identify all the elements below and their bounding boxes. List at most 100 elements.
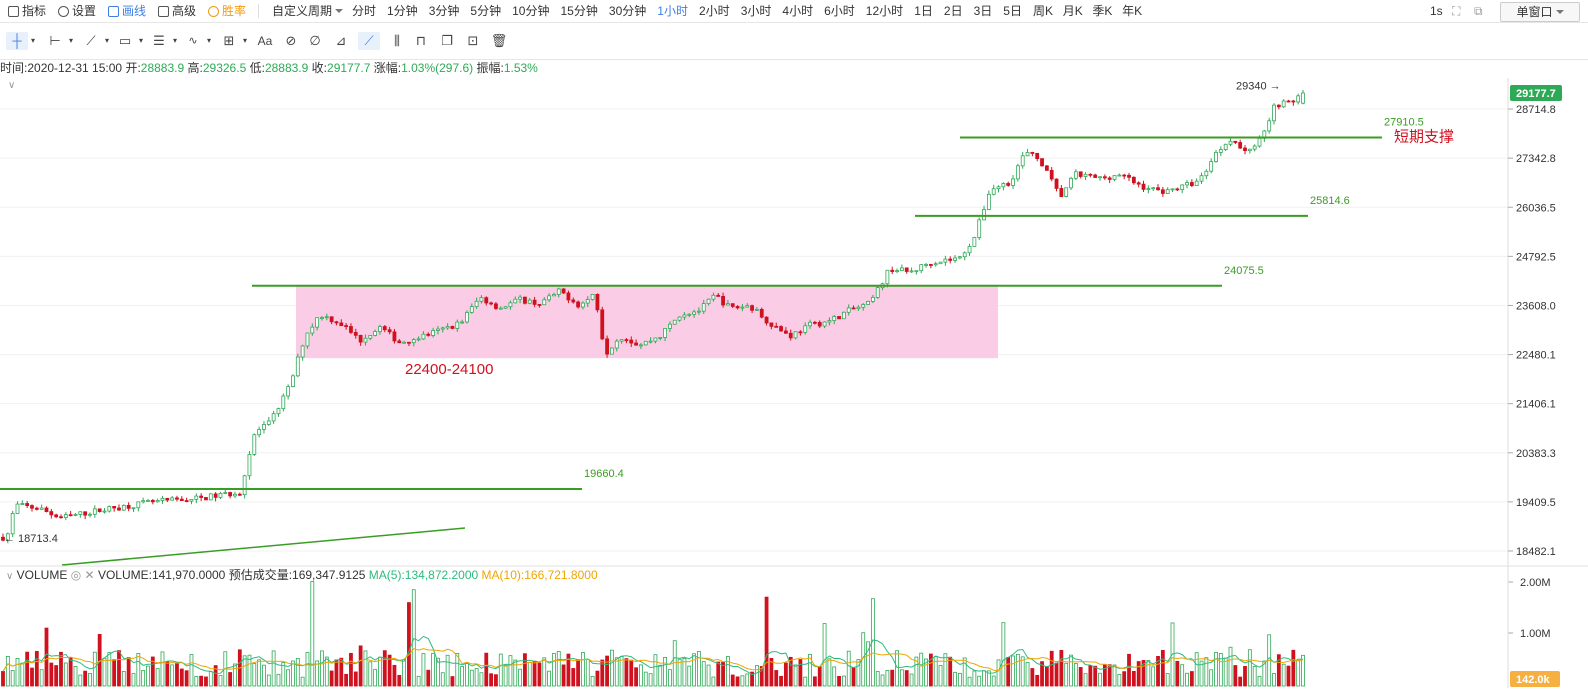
camera-icon[interactable]: ⧉ bbox=[1474, 4, 1483, 18]
candle-body bbox=[160, 497, 165, 501]
volume-bar bbox=[324, 656, 329, 687]
chevron-down-icon[interactable]: ▾ bbox=[30, 36, 35, 45]
collapse-chevron-icon[interactable]: ∨ bbox=[6, 571, 14, 582]
volume-bar bbox=[310, 581, 315, 687]
lock-icon[interactable]: ⊓ bbox=[415, 33, 427, 48]
crosshair-icon[interactable]: ┼ bbox=[6, 32, 28, 50]
volume-bar bbox=[982, 670, 986, 687]
volume-bar bbox=[1141, 660, 1146, 687]
volume-bar bbox=[498, 653, 503, 687]
candle-body bbox=[1257, 137, 1262, 147]
tab-period-2[interactable]: 3分钟 bbox=[428, 4, 460, 18]
volume-bar bbox=[1233, 665, 1238, 687]
collapse-chevron-icon[interactable]: ∨ bbox=[8, 80, 16, 91]
candle-body bbox=[228, 492, 233, 497]
settings-button[interactable]: 设置 bbox=[58, 3, 96, 19]
candle-body bbox=[469, 306, 474, 313]
tab-period-19[interactable]: 季K bbox=[1092, 4, 1113, 18]
candle-body bbox=[721, 296, 725, 306]
volume-bar bbox=[788, 656, 793, 687]
tab-period-18[interactable]: 月K bbox=[1062, 4, 1083, 18]
window-mode-dropdown[interactable]: 单窗口 bbox=[1500, 2, 1580, 22]
trend-line-icon[interactable]: ⟋ bbox=[86, 33, 96, 48]
tab-period-11[interactable]: 6小时 bbox=[824, 4, 855, 18]
volume-bar bbox=[682, 658, 687, 687]
tab-period-7[interactable]: 1小时 bbox=[657, 4, 688, 18]
candle-body bbox=[1199, 175, 1204, 182]
tab-period-10[interactable]: 4小时 bbox=[782, 4, 814, 18]
tab-period-8[interactable]: 2小时 bbox=[699, 4, 730, 18]
candle-body bbox=[827, 320, 832, 323]
copy-icon[interactable]: ❐ bbox=[441, 33, 453, 48]
chevron-down-icon[interactable]: ▾ bbox=[206, 36, 211, 45]
magnet-icon[interactable]: ∅ bbox=[309, 33, 321, 48]
tab-period-14[interactable]: 2日 bbox=[943, 4, 963, 18]
draw-line-button[interactable]: 画线 bbox=[108, 3, 146, 19]
chevron-down-icon[interactable]: ▾ bbox=[172, 36, 177, 45]
tab-period-6[interactable]: 30分钟 bbox=[608, 4, 647, 18]
ruler-icon[interactable]: ⊿ bbox=[335, 33, 347, 48]
volume-bar bbox=[117, 650, 121, 687]
winrate-button[interactable]: 胜率 bbox=[208, 3, 246, 19]
indicator-button[interactable]: 指标 bbox=[8, 3, 46, 19]
wave-icon[interactable]: ∿ bbox=[188, 35, 198, 47]
measure-icon[interactable]: ⊞ bbox=[223, 33, 235, 48]
chevron-down-icon[interactable]: ▾ bbox=[138, 36, 143, 45]
tab-period-15[interactable]: 3日 bbox=[973, 4, 993, 18]
y-tick-label: 22480.1 bbox=[1516, 350, 1556, 362]
tab-period-5[interactable]: 15分钟 bbox=[560, 4, 598, 18]
custom-period-dropdown[interactable]: 自定义周期 bbox=[272, 3, 344, 19]
settings-icon[interactable]: ◎ bbox=[70, 568, 82, 582]
candle-body bbox=[39, 507, 44, 510]
tab-period-12[interactable]: 12小时 bbox=[865, 4, 904, 18]
chevron-down-icon[interactable]: ▾ bbox=[242, 36, 247, 45]
fullscreen-icon[interactable]: ⛶ bbox=[1452, 4, 1461, 18]
tab-period-0[interactable]: 分时 bbox=[352, 4, 377, 18]
candle-style-icon[interactable]: ⫼ bbox=[394, 33, 400, 48]
candle-body bbox=[996, 186, 1001, 190]
candle-body bbox=[445, 326, 450, 329]
draw-mode-icon[interactable]: ⟋ bbox=[358, 32, 380, 50]
candle-body bbox=[436, 328, 440, 331]
price-axis[interactable]: 28714.8 27342.8 26036.5 24792.5 23608.0 22480… bbox=[1508, 104, 1556, 558]
tab-period-16[interactable]: 5日 bbox=[1003, 4, 1022, 18]
tab-period-4[interactable]: 10分钟 bbox=[512, 4, 550, 18]
tab-period-9[interactable]: 3小时 bbox=[740, 4, 772, 18]
candle-body bbox=[1136, 182, 1141, 185]
volume-bar bbox=[329, 670, 334, 687]
volume-bar bbox=[1247, 649, 1252, 687]
volume-bars bbox=[1, 581, 1305, 687]
volume-bar bbox=[1180, 664, 1185, 687]
chevron-down-icon[interactable]: ▾ bbox=[68, 36, 73, 45]
candle-body bbox=[938, 261, 943, 265]
volume-bar bbox=[1160, 649, 1165, 687]
refresh-interval[interactable]: 1s bbox=[1430, 4, 1443, 18]
trash-icon[interactable]: 🗑 bbox=[490, 33, 508, 48]
close-icon[interactable]: ✕ bbox=[84, 568, 95, 582]
chevron-down-icon[interactable]: ▾ bbox=[104, 36, 109, 45]
text-icon[interactable]: Aa bbox=[257, 34, 273, 48]
candle-body bbox=[223, 492, 228, 494]
volume-bar bbox=[1218, 653, 1223, 687]
snapshot-icon[interactable]: ⊡ bbox=[467, 33, 479, 48]
tab-period-20[interactable]: 年K bbox=[1122, 4, 1143, 18]
candle-body bbox=[184, 500, 189, 502]
y-tick-label: 23608.0 bbox=[1516, 300, 1556, 312]
parallel-lines-icon[interactable]: ☰ bbox=[153, 33, 165, 48]
candle-body bbox=[291, 375, 295, 387]
pattern-icon[interactable]: ⊘ bbox=[285, 33, 297, 48]
candle-body bbox=[614, 340, 619, 349]
candle-body bbox=[421, 333, 426, 340]
rectangle-icon[interactable]: ▭ bbox=[118, 33, 132, 48]
candle-body bbox=[1238, 142, 1243, 149]
tab-period-13[interactable]: 1日 bbox=[914, 4, 933, 18]
tab-period-3[interactable]: 5分钟 bbox=[470, 4, 502, 18]
horizontal-segment-icon[interactable]: ⊢ bbox=[49, 33, 61, 48]
candle-body bbox=[1267, 120, 1272, 132]
volume-bar bbox=[1301, 654, 1305, 687]
tab-period-17[interactable]: 周K bbox=[1033, 4, 1054, 18]
tab-period-1[interactable]: 1分钟 bbox=[387, 4, 418, 18]
advanced-button[interactable]: 高级 bbox=[158, 3, 196, 19]
volume-bar bbox=[518, 668, 523, 687]
